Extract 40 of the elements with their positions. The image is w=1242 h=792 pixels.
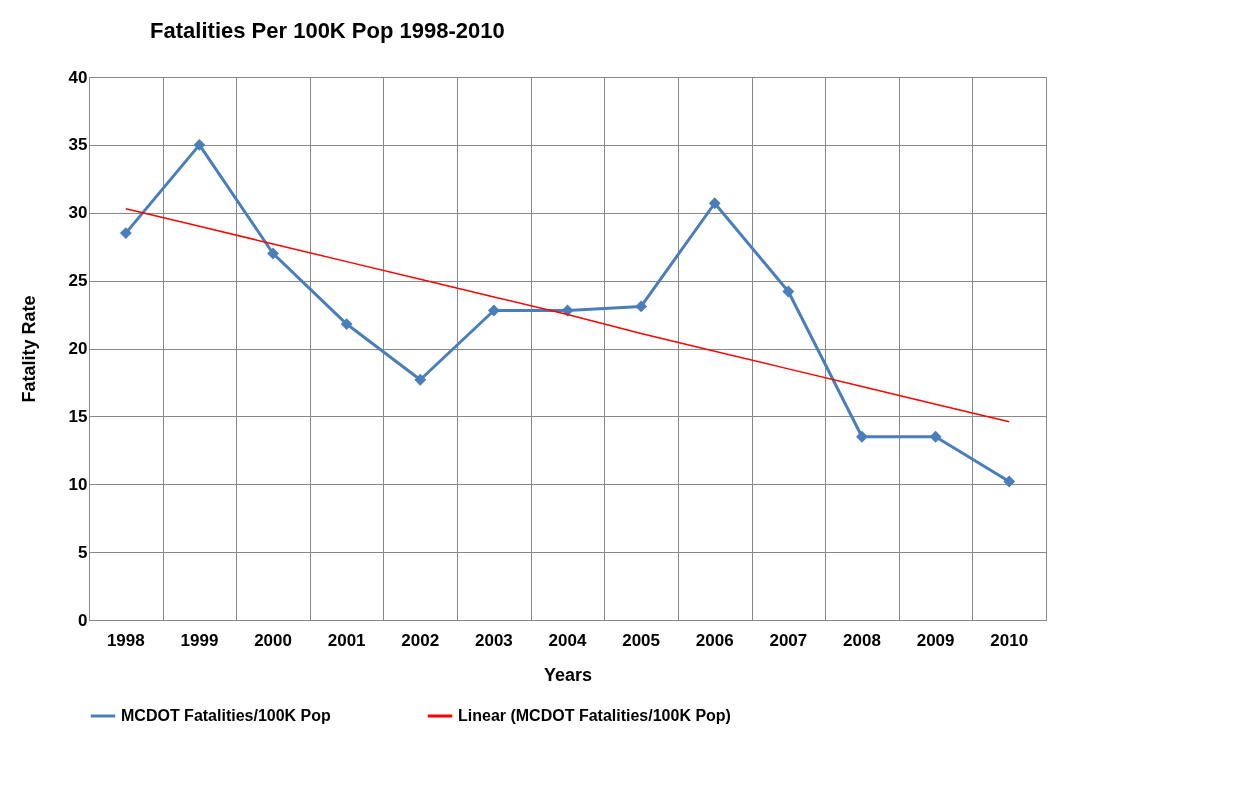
y-tick-label: 15 bbox=[68, 406, 88, 426]
y-tick-label: 35 bbox=[68, 135, 88, 155]
legend-label: Linear (MCDOT Fatalities/100K Pop) bbox=[458, 707, 731, 724]
x-tick-label: 2000 bbox=[254, 630, 292, 650]
point bbox=[340, 318, 353, 330]
y-tick-label: 25 bbox=[68, 271, 88, 291]
point bbox=[782, 285, 795, 298]
x-tick-label: 2001 bbox=[327, 630, 366, 650]
point bbox=[708, 197, 721, 210]
point bbox=[119, 227, 132, 240]
y-tick-label: 10 bbox=[68, 474, 88, 494]
x-tick-label: 2010 bbox=[990, 630, 1029, 650]
point bbox=[856, 430, 868, 443]
point bbox=[193, 138, 206, 151]
y-tick-label: 5 bbox=[78, 542, 88, 562]
line-series bbox=[125, 207, 1010, 423]
x-tick-label: 2006 bbox=[695, 630, 734, 650]
y-tick-label: 30 bbox=[68, 203, 88, 223]
x-tick-label: 2008 bbox=[843, 630, 881, 650]
x-axis-title: Years bbox=[543, 664, 593, 685]
x-tick-label: 2002 bbox=[401, 630, 440, 650]
x-tick-label: 1999 bbox=[180, 630, 219, 650]
legend-label: MCDOT Fatalities/100K Pop bbox=[121, 707, 332, 724]
chart-title: Fatalities Per 100K Pop 1998-2010 bbox=[150, 18, 505, 43]
point bbox=[487, 304, 500, 317]
point bbox=[929, 430, 942, 443]
x-tick-label: 1998 bbox=[106, 630, 145, 650]
point bbox=[635, 300, 648, 313]
y-tick-label: 0 bbox=[78, 610, 88, 630]
y-tick-label: 20 bbox=[68, 339, 88, 358]
point bbox=[1003, 475, 1016, 488]
point bbox=[414, 373, 427, 386]
point bbox=[267, 247, 279, 260]
x-tick-label: 2003 bbox=[474, 630, 513, 650]
x-tick-label: 2007 bbox=[769, 630, 808, 650]
y-axis-title: Fatality Rate bbox=[18, 295, 39, 403]
x-tick-label: 2005 bbox=[622, 630, 661, 650]
x-tick-label: 2009 bbox=[916, 630, 955, 650]
y-tick-label: 40 bbox=[68, 67, 88, 87]
x-tick-label: 2004 bbox=[548, 630, 587, 650]
